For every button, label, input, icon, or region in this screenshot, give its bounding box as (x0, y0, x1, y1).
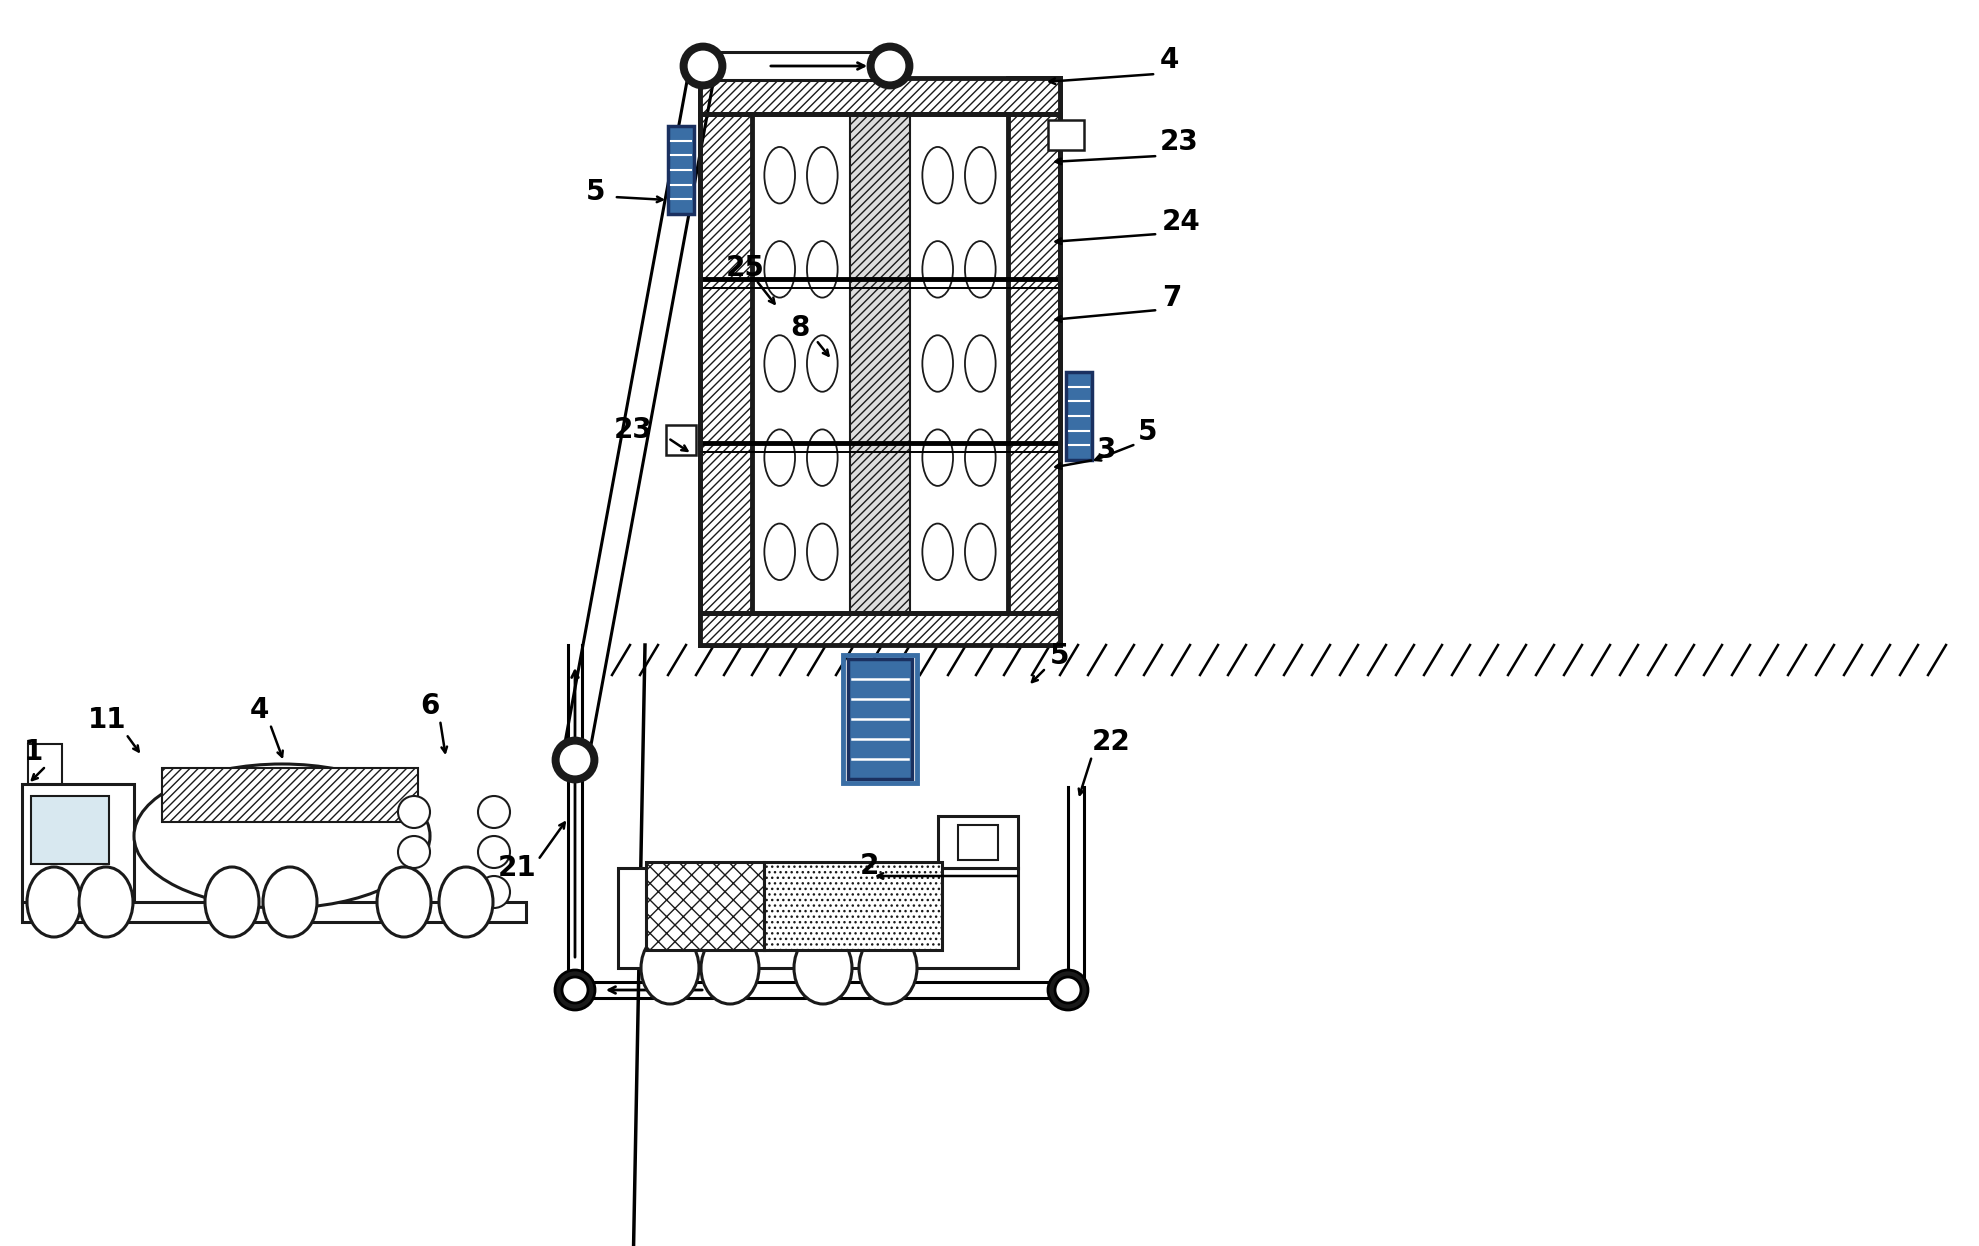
Text: 4: 4 (249, 697, 269, 724)
Circle shape (479, 796, 511, 829)
Text: 3: 3 (1096, 436, 1116, 464)
Ellipse shape (764, 335, 796, 391)
Bar (847, 659, 912, 779)
Bar (938, 816, 1017, 868)
Ellipse shape (439, 867, 493, 937)
Bar (1067, 373, 1092, 460)
Text: 25: 25 (726, 254, 764, 282)
Ellipse shape (966, 242, 995, 298)
Text: 23: 23 (1160, 128, 1199, 156)
Bar (667, 425, 697, 455)
Bar (701, 613, 1061, 645)
Bar (1007, 78, 1061, 645)
Ellipse shape (764, 523, 796, 581)
Ellipse shape (922, 147, 954, 203)
Text: 11: 11 (87, 706, 127, 734)
Ellipse shape (135, 764, 429, 908)
Ellipse shape (79, 867, 133, 937)
Text: 24: 24 (1162, 208, 1201, 235)
Bar (22, 784, 135, 902)
Ellipse shape (794, 932, 853, 1004)
Circle shape (689, 52, 716, 80)
Text: 21: 21 (499, 854, 536, 882)
Circle shape (479, 876, 511, 908)
Bar (162, 768, 418, 822)
Circle shape (1049, 969, 1088, 1011)
Circle shape (560, 746, 590, 774)
Ellipse shape (28, 867, 81, 937)
Circle shape (869, 44, 912, 88)
Circle shape (398, 876, 429, 908)
Bar (958, 825, 997, 860)
Ellipse shape (966, 430, 995, 486)
Circle shape (479, 836, 511, 868)
Bar (843, 655, 916, 782)
Ellipse shape (922, 335, 954, 391)
Text: 7: 7 (1162, 284, 1181, 312)
Text: 2: 2 (861, 852, 879, 880)
Ellipse shape (922, 242, 954, 298)
Bar (701, 78, 752, 645)
Ellipse shape (966, 147, 995, 203)
Ellipse shape (764, 147, 796, 203)
Text: 8: 8 (790, 314, 809, 341)
Text: 5: 5 (1051, 642, 1069, 670)
Ellipse shape (922, 523, 954, 581)
Circle shape (398, 836, 429, 868)
Bar (851, 113, 910, 613)
Bar (701, 78, 1061, 113)
Ellipse shape (807, 242, 837, 298)
Text: 22: 22 (1092, 728, 1130, 756)
Bar (669, 126, 695, 214)
Text: 6: 6 (420, 692, 439, 720)
Bar (617, 868, 1017, 968)
Ellipse shape (807, 335, 837, 391)
Bar (701, 113, 1061, 613)
Ellipse shape (764, 430, 796, 486)
Bar (695, 52, 900, 80)
Ellipse shape (641, 932, 699, 1004)
Circle shape (554, 969, 596, 1011)
Circle shape (552, 738, 598, 782)
Ellipse shape (701, 932, 760, 1004)
Text: 5: 5 (1138, 417, 1158, 446)
Ellipse shape (807, 147, 837, 203)
Text: 5: 5 (586, 178, 606, 206)
Ellipse shape (966, 335, 995, 391)
Ellipse shape (206, 867, 259, 937)
Bar (645, 862, 764, 949)
Ellipse shape (922, 430, 954, 486)
Bar (22, 902, 526, 922)
Ellipse shape (807, 523, 837, 581)
Ellipse shape (263, 867, 317, 937)
Bar (28, 744, 61, 784)
Ellipse shape (966, 523, 995, 581)
Text: 23: 23 (613, 416, 653, 444)
Ellipse shape (378, 867, 431, 937)
Bar (32, 796, 109, 863)
Circle shape (1055, 977, 1081, 1003)
Bar (1049, 120, 1084, 150)
Ellipse shape (807, 430, 837, 486)
Circle shape (562, 977, 588, 1003)
Text: 4: 4 (1160, 46, 1179, 74)
Circle shape (398, 796, 429, 829)
Text: 1: 1 (24, 738, 44, 766)
Bar (764, 862, 942, 949)
Ellipse shape (859, 932, 916, 1004)
Circle shape (877, 52, 904, 80)
Circle shape (681, 44, 724, 88)
Ellipse shape (764, 242, 796, 298)
